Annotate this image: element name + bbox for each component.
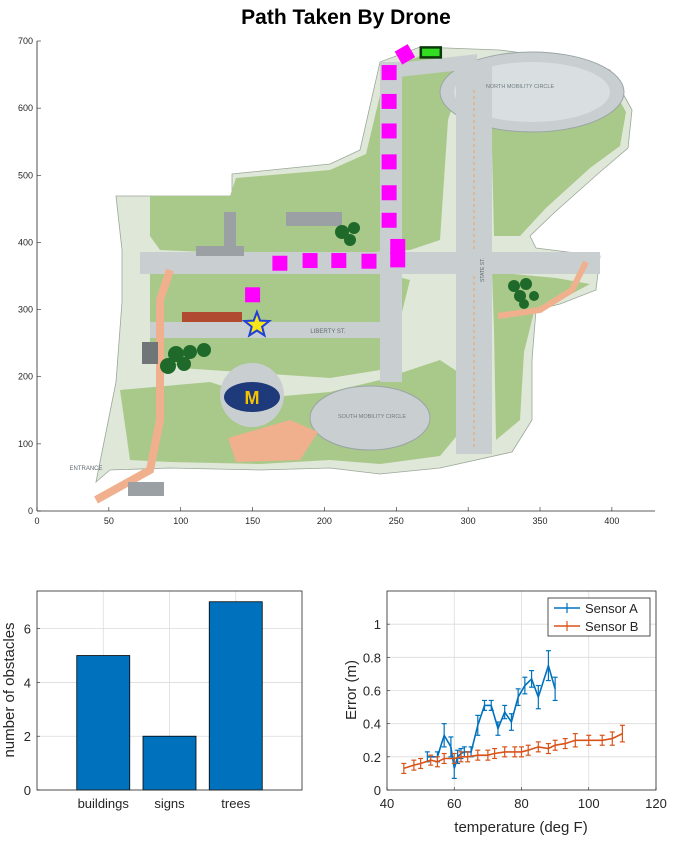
drone-path-marker: [381, 212, 397, 228]
map-y-tick-label: 0: [28, 506, 33, 516]
line-y-tick-label: 0.6: [363, 684, 381, 699]
north-mobility-circle-inner: [454, 62, 610, 122]
michigan-logo: [224, 382, 280, 412]
line-y-axis-label: Error (m): [343, 660, 360, 720]
map-label-liberty-st: LIBERTY ST.: [310, 329, 345, 335]
line-x-tick-label: 100: [578, 796, 600, 811]
bar-y-tick-label: 6: [24, 622, 31, 637]
bar-ticks: 0 2 4 6 buildings signs trees: [24, 622, 251, 811]
bar-plot-box: [36, 590, 303, 791]
map-x-tick-label: 150: [245, 516, 260, 526]
map-x-tick-label: 250: [389, 516, 404, 526]
bar-y-tick-label: 4: [24, 675, 31, 690]
michigan-logo-letter: M: [245, 388, 260, 408]
map-axes: 0 50 100 150 200 250 300 350 400 0 100 200 300 400 50…: [18, 36, 655, 526]
legend-label-sensor-b: Sensor B: [585, 619, 638, 634]
bar-x-tick-label: trees: [221, 796, 250, 811]
map-title: Path Taken By Drone: [241, 6, 451, 29]
drone-path-marker: [381, 154, 397, 170]
bar-signs: [142, 735, 197, 791]
bar-x-tick-label: signs: [154, 796, 185, 811]
bar-y-axis-label: number of obstacles: [1, 622, 18, 757]
drone-path-marker: [381, 185, 397, 201]
map-plot: Path Taken By Drone: [18, 6, 655, 526]
drone-path-marker: [381, 123, 397, 139]
drone-path: [245, 44, 416, 303]
drone-path-marker: [245, 287, 261, 303]
drone-path-marker: [272, 255, 288, 271]
line-y-tick-label: 0: [374, 783, 381, 798]
east-walkway: [497, 260, 589, 319]
legend-label-sensor-a: Sensor A: [585, 601, 638, 616]
map-x-tick-label: 0: [34, 516, 39, 526]
line-x-tick-label: 80: [514, 796, 528, 811]
legend: Sensor A Sensor B: [547, 597, 651, 637]
drone-path-marker: [390, 252, 406, 268]
drone-path-marker: [381, 93, 397, 109]
bar-y-tick-label: 0: [24, 783, 31, 798]
map-x-tick-label: 200: [317, 516, 332, 526]
goal-marker: [419, 46, 443, 59]
line-y-tick-label: 0.2: [363, 750, 381, 765]
map-label-north-circle: NORTH MOBILITY CIRCLE: [486, 84, 555, 90]
map-y-tick-label: 700: [18, 36, 33, 46]
map-y-tick-label: 500: [18, 170, 33, 180]
line-series: [401, 650, 625, 779]
line-y-tick-label: 0.8: [363, 650, 381, 665]
map-x-tick-label: 100: [173, 516, 188, 526]
map-y-tick-label: 100: [18, 439, 33, 449]
line-x-tick-label: 120: [645, 796, 667, 811]
building: [142, 342, 158, 364]
drone-path-marker: [361, 253, 377, 269]
bar-y-tick-label: 2: [24, 729, 31, 744]
obstacles-bar-chart: 0 2 4 6 buildings signs trees number of obstac…: [1, 590, 303, 811]
drone-path-marker: [302, 253, 318, 269]
start-star-marker: [241, 309, 273, 338]
drone-path-marker: [394, 44, 416, 65]
building: [286, 212, 342, 226]
map-label-state-st: STATE ST.: [480, 258, 486, 282]
campus-map: M NORTH MOBILITY CIRCLE SOUTH MOBILITY C…: [69, 46, 633, 504]
map-y-tick-label: 200: [18, 372, 33, 382]
tree-cluster: [160, 222, 539, 374]
map-xticks: 0 50 100 150 200 250 300 350 400: [34, 507, 619, 526]
map-x-tick-label: 300: [461, 516, 476, 526]
line-x-axis-label: temperature (deg F): [454, 819, 587, 836]
line-y-tick-label: 1: [374, 617, 381, 632]
line-x-tick-label: 40: [380, 796, 394, 811]
south-mobility-circle: [309, 385, 431, 451]
bar-trees: [208, 601, 263, 791]
map-y-tick-label: 300: [18, 305, 33, 315]
series-sensor-b: [401, 724, 625, 775]
map-markers: [241, 46, 443, 338]
bar-x-tick-label: buildings: [78, 796, 130, 811]
building: [182, 312, 242, 322]
map-x-tick-label: 350: [533, 516, 548, 526]
building: [196, 246, 244, 256]
building: [128, 482, 164, 496]
map-y-tick-label: 400: [18, 237, 33, 247]
legend-box: [547, 597, 651, 637]
drone-path-marker: [390, 238, 406, 254]
map-label-south-circle: SOUTH MOBILITY CIRCLE: [338, 414, 406, 420]
drone-path-marker: [331, 253, 347, 269]
entrance-walkway: [94, 268, 174, 504]
drone-path-marker: [381, 65, 397, 81]
map-label-entrance: ENTRANCE: [69, 466, 102, 472]
curved-road: [397, 54, 477, 90]
map-x-tick-label: 50: [104, 516, 114, 526]
map-x-tick-label: 400: [604, 516, 619, 526]
map-y-tick-label: 600: [18, 103, 33, 113]
map-yticks: 0 100 200 300 400 500 600 700: [18, 36, 41, 516]
line-x-tick-label: 60: [447, 796, 461, 811]
bar-buildings: [76, 655, 131, 791]
line-y-tick-label: 0.4: [363, 717, 381, 732]
sensor-error-chart: 40 60 80 100 120 0 0.2 0.4 0.6 0.8 1 temperature (…: [343, 590, 667, 836]
plaza: [228, 420, 318, 462]
liberty-street: [150, 322, 380, 338]
line-ticks: 40 60 80 100 120 0 0.2 0.4 0.6 0.8 1: [363, 617, 667, 811]
building: [224, 212, 236, 248]
